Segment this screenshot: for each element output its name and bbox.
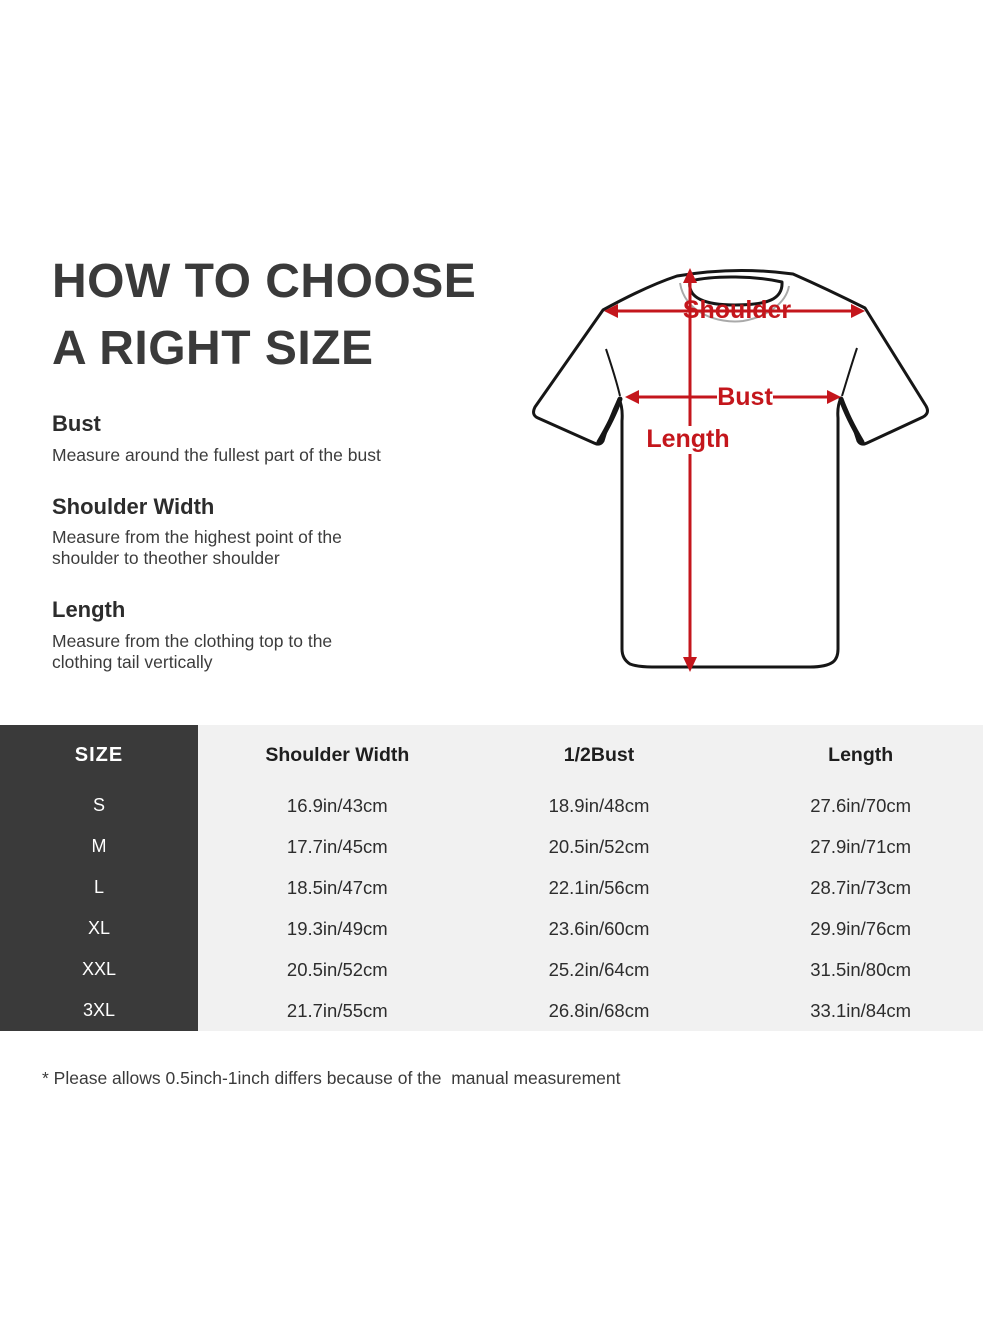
title-line1: HOW TO CHOOSE (52, 255, 477, 308)
length-arrow (683, 268, 697, 672)
instruction-body-length: Measure from the clothing top to the clo… (52, 630, 333, 672)
table-row-xxl-bust: 25.2in/64cm (459, 949, 722, 990)
table-row-s-size: S (0, 785, 198, 826)
table-row-xl-bust: 23.6in/60cm (459, 908, 722, 949)
table-row-m-bust: 20.5in/52cm (459, 826, 722, 867)
collar-opening (688, 275, 784, 307)
table-header-shoulder-width: Shoulder Width (198, 725, 460, 785)
shoulder-label: Shoulder (683, 296, 792, 324)
table-row-l-shoulder: 18.5in/47cm (198, 867, 460, 908)
table-row-m-shoulder: 17.7in/45cm (198, 826, 460, 867)
table-row-s-length: 27.6in/70cm (721, 785, 983, 826)
table-header-size: SIZE (0, 725, 198, 785)
instruction-body-shoulder: Measure from the highest point of the sh… (52, 527, 342, 568)
table-row-m-size: M (0, 826, 198, 867)
right-sleeve-seam (841, 347, 858, 397)
table-row-3xl-size: 3XL (0, 990, 198, 1031)
table-header-length: Length (721, 725, 983, 785)
table-row-xxl-size: XXL (0, 949, 198, 990)
table-row-xxl-shoulder: 20.5in/52cm (198, 949, 460, 990)
bust-arrow (625, 390, 841, 404)
table-row-xl-size: XL (0, 908, 198, 949)
instruction-body-bust: Measure around the fullest part of the b… (52, 444, 381, 465)
table-row-xl-shoulder: 19.3in/49cm (198, 908, 460, 949)
left-underarm-crease (596, 396, 623, 445)
tshirt-diagram: Shoulder Bust Length (532, 268, 929, 672)
title-line2: A RIGHT SIZE (52, 322, 374, 375)
table-row-l-length: 28.7in/73cm (721, 867, 983, 908)
instruction-heading-length: Length (52, 597, 126, 622)
table-row-xxl-length: 31.5in/80cm (721, 949, 983, 990)
bust-label: Bust (717, 383, 773, 411)
table-row-xl-length: 29.9in/76cm (721, 908, 983, 949)
instruction-heading-bust: Bust (52, 411, 101, 436)
page-title: HOW TO CHOOSE A RIGHT SIZE (52, 248, 476, 382)
instruction-heading-shoulder: Shoulder Width (52, 493, 215, 519)
table-row-3xl-length: 33.1in/84cm (721, 990, 983, 1031)
shoulder-arrow (604, 304, 865, 318)
left-sleeve-seam (605, 348, 621, 397)
measurement-instructions: Bust Measure around the fullest part of … (52, 410, 492, 673)
table-row-l-size: L (0, 867, 198, 908)
table-row-s-shoulder: 16.9in/43cm (198, 785, 460, 826)
measurement-footnote: * Please allows 0.5inch-1inch differs be… (42, 1068, 621, 1088)
table-row-m-length: 27.9in/71cm (721, 826, 983, 867)
table-row-3xl-shoulder: 21.7in/55cm (198, 990, 460, 1031)
table-header-half-bust: 1/2Bust (459, 725, 722, 785)
size-table: SIZE Shoulder Width 1/2Bust Length S 16.… (0, 725, 983, 1031)
table-row-s-bust: 18.9in/48cm (459, 785, 722, 826)
length-label: Length (646, 425, 729, 453)
right-underarm-crease (838, 396, 865, 445)
tshirt-outline (532, 268, 929, 669)
table-row-l-bust: 22.1in/56cm (459, 867, 722, 908)
table-row-3xl-bust: 26.8in/68cm (459, 990, 722, 1031)
